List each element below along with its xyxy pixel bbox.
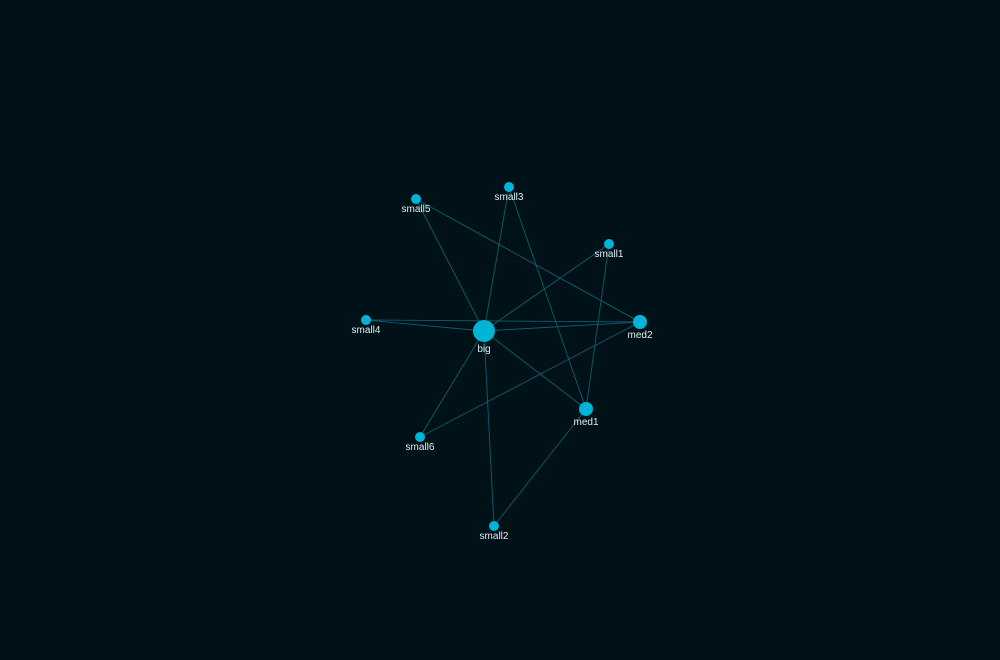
node-circle-small1[interactable] — [604, 239, 614, 249]
edge-big-small2 — [483, 330, 495, 527]
node-circle-small6[interactable] — [415, 432, 425, 442]
node-circle-small5[interactable] — [411, 194, 421, 204]
node-circle-med2[interactable] — [633, 315, 647, 329]
node-small2[interactable]: small2 — [480, 521, 509, 542]
edge-med2-small6 — [419, 321, 641, 438]
node-label-small2: small2 — [480, 531, 509, 542]
node-label-small3: small3 — [495, 192, 524, 203]
edge-med1-small2 — [493, 408, 587, 527]
edge-small3-med1 — [508, 186, 587, 410]
nodes-layer: big med1 med2 small1 small2 small3 small4 small… — [352, 182, 653, 542]
edge-big-small4 — [365, 319, 485, 332]
node-circle-small3[interactable] — [504, 182, 514, 192]
node-circle-small2[interactable] — [489, 521, 499, 531]
edge-small5-med2 — [415, 198, 641, 323]
node-small1[interactable]: small1 — [595, 239, 624, 260]
edge-big-med1 — [483, 330, 587, 410]
edge-big-small6 — [419, 330, 485, 438]
node-label-med1: med1 — [573, 417, 598, 428]
node-big[interactable]: big — [473, 320, 495, 355]
node-label-med2: med2 — [627, 330, 652, 341]
node-circle-med1[interactable] — [579, 402, 593, 416]
node-small3[interactable]: small3 — [495, 182, 524, 203]
node-label-small6: small6 — [406, 442, 435, 453]
node-label-small1: small1 — [595, 249, 624, 260]
node-small4[interactable]: small4 — [352, 315, 381, 336]
node-label-small5: small5 — [402, 204, 431, 215]
edges-layer — [365, 186, 641, 527]
node-label-big: big — [477, 344, 490, 355]
edge-big-small5 — [415, 198, 485, 332]
node-small5[interactable]: small5 — [402, 194, 431, 215]
edge-big-small1 — [483, 243, 610, 332]
edge-small1-med1 — [585, 243, 610, 410]
node-circle-big[interactable] — [473, 320, 495, 342]
node-small6[interactable]: small6 — [406, 432, 435, 453]
edge-big-med2 — [483, 321, 641, 332]
node-circle-small4[interactable] — [361, 315, 371, 325]
node-label-small4: small4 — [352, 325, 381, 336]
edge-small4-med2 — [365, 319, 641, 323]
edge-big-small3 — [483, 186, 510, 332]
node-med2[interactable]: med2 — [627, 315, 653, 341]
node-med1[interactable]: med1 — [573, 402, 599, 428]
